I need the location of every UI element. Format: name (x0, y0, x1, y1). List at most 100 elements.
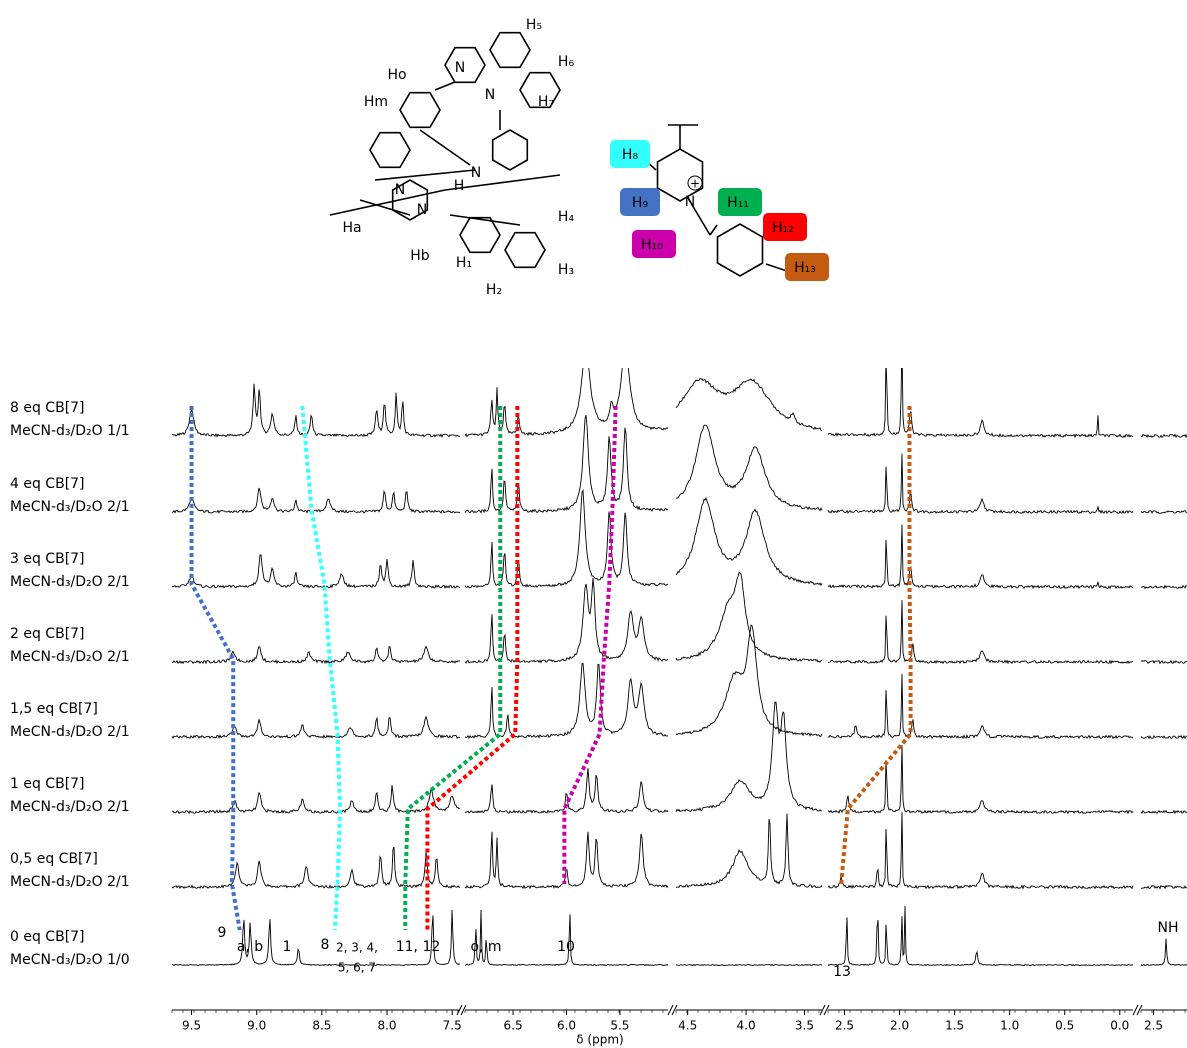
spectrum-solvent: MeCN-d₃/D₂O 2/1 (10, 874, 130, 890)
atom-label: N (471, 165, 481, 181)
spectrum-solvent: MeCN-d₃/D₂O 2/1 (10, 724, 130, 740)
correlation-line (300, 405, 343, 931)
ring (459, 216, 501, 254)
atom-label: N (485, 87, 495, 103)
peak-label: o, m (470, 939, 501, 955)
atom-label: Ho (387, 67, 406, 83)
tick-label: 3.5 (795, 1019, 814, 1033)
tick-label: 2.5 (835, 1019, 854, 1033)
bond (419, 129, 471, 166)
tick-label: 9.5 (182, 1019, 201, 1033)
spectrum-title: 4 eq CB[7] (10, 476, 85, 492)
spectrum-solvent: MeCN-d₃/D₂O 2/1 (10, 799, 130, 815)
tick-label: 1.5 (945, 1019, 964, 1033)
atom-label: H₇ (538, 94, 554, 110)
axis-break (671, 1004, 678, 1016)
atom-label: H₁₂ (772, 220, 794, 236)
atom-label: H₂ (486, 282, 502, 298)
bond (449, 214, 521, 226)
correlation-line (839, 406, 913, 885)
label-box (610, 140, 650, 168)
label-box (620, 188, 660, 216)
spectrum-solvent: MeCN-d₃/D₂O 1/0 (10, 952, 130, 968)
tick-label: 2.5 (1144, 1019, 1163, 1033)
tick-label: 0.5 (1055, 1019, 1074, 1033)
label-box (632, 230, 676, 258)
bond (359, 199, 411, 216)
correlation-line (189, 406, 242, 931)
spectrum-solvent: MeCN-d₃/D₂O 1/1 (10, 423, 130, 439)
atom-label: H₆ (558, 54, 575, 70)
spectrum (171, 572, 1187, 665)
tick-label: 4.0 (737, 1019, 756, 1033)
peak-label: NH (1158, 920, 1179, 936)
atom-label: N (685, 194, 695, 210)
peak-label: 13 (833, 964, 851, 980)
ring (444, 46, 486, 84)
atom-label: N (455, 60, 465, 76)
bond (687, 197, 711, 236)
atom-label: Hb (410, 248, 430, 264)
peak-label: 9 (218, 925, 227, 941)
tick-label: 8.5 (312, 1019, 331, 1033)
tick-label: 5.5 (610, 1019, 629, 1033)
atom-label: H₃ (558, 262, 574, 278)
tick-label: 0.0 (1110, 1019, 1129, 1033)
axis-label: δ (ppm) (576, 1033, 623, 1047)
atom-label: H₈ (622, 147, 639, 163)
axis-break (823, 1004, 830, 1016)
spectrum-title: 0,5 eq CB[7] (10, 851, 98, 867)
atom-label: N (417, 202, 427, 218)
ring (369, 131, 411, 169)
spectrum (171, 489, 1187, 590)
spectrum (171, 368, 1187, 439)
atom-label: H₅ (526, 17, 542, 33)
peak-label: 11, 12 (396, 939, 441, 955)
spectrum (172, 905, 1187, 967)
axis-break (819, 1004, 826, 1016)
axis-break (456, 1004, 463, 1016)
charge: + (690, 177, 700, 191)
ring (489, 31, 531, 69)
spectrum-title: 1 eq CB[7] (10, 776, 85, 792)
atom-label: Ha (342, 220, 361, 236)
correlation-line (562, 405, 618, 884)
axis-break (460, 1004, 467, 1016)
correlation-line (425, 406, 520, 930)
peak-label: 2, 3, 4, (336, 941, 378, 955)
atom-label: H₁₃ (794, 260, 816, 276)
label-box (718, 188, 762, 216)
charge-ring (687, 175, 703, 191)
tick-label: 9.0 (247, 1019, 266, 1033)
spectrum-title: 8 eq CB[7] (10, 400, 85, 416)
label-box (763, 213, 807, 241)
bond (434, 81, 456, 91)
ring (519, 71, 561, 109)
tick-label: 1.0 (1000, 1019, 1019, 1033)
molecule-2: H₈ H₉ H₁₀ H₁₁ H₁₂ H₁₃ N + (610, 124, 829, 281)
tick-label: 2.0 (890, 1019, 909, 1033)
spectrum-solvent: MeCN-d₃/D₂O 2/1 (10, 574, 130, 590)
spectrum (171, 812, 1187, 890)
ring (504, 231, 546, 269)
label-box (785, 253, 829, 281)
atom-label: Hm (364, 94, 388, 110)
bond (329, 189, 446, 216)
atom-label: H₄ (558, 209, 575, 225)
tick-label: 8.0 (377, 1019, 396, 1033)
spectrum (171, 624, 1187, 740)
atom-label: H (454, 178, 465, 194)
peak-label: 10 (557, 939, 575, 955)
spectrum-title: 1,5 eq CB[7] (10, 701, 98, 717)
spectrum-title: 0 eq CB[7] (10, 929, 85, 945)
tick-label: 6.0 (557, 1019, 576, 1033)
correlations (189, 405, 913, 931)
tick-label: 6.5 (504, 1019, 523, 1033)
labels: 9.5 9.0 8.5 8.0 7.5 6.5 6.0 5.5 4.5 4.0 3.5 2.5 2.0 1… (10, 400, 1187, 1033)
spectra (171, 368, 1187, 967)
peak-label: a, b (237, 939, 263, 955)
bond (444, 174, 561, 191)
tick-label: 4.5 (678, 1019, 697, 1033)
atom-label: H₁ (456, 255, 472, 271)
